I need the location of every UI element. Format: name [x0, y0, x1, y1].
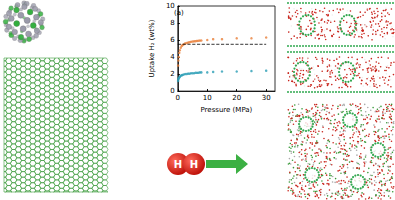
svg-text:10: 10 — [166, 2, 175, 10]
svg-text:2: 2 — [170, 70, 174, 78]
svg-text:Uptake H₂ (wt%): Uptake H₂ (wt%) — [148, 19, 156, 77]
svg-text:0: 0 — [170, 87, 174, 95]
svg-text:4: 4 — [170, 53, 175, 61]
svg-text:30: 30 — [262, 94, 271, 102]
svg-text:8: 8 — [170, 19, 174, 27]
svg-text:(a): (a) — [174, 9, 184, 17]
svg-text:Pressure (MPa): Pressure (MPa) — [200, 106, 252, 114]
svg-text:20: 20 — [232, 94, 241, 102]
svg-text:6: 6 — [170, 36, 175, 44]
svg-text:H: H — [190, 159, 198, 170]
svg-text:0: 0 — [176, 94, 180, 102]
svg-text:H: H — [174, 159, 182, 170]
svg-text:10: 10 — [203, 94, 212, 102]
